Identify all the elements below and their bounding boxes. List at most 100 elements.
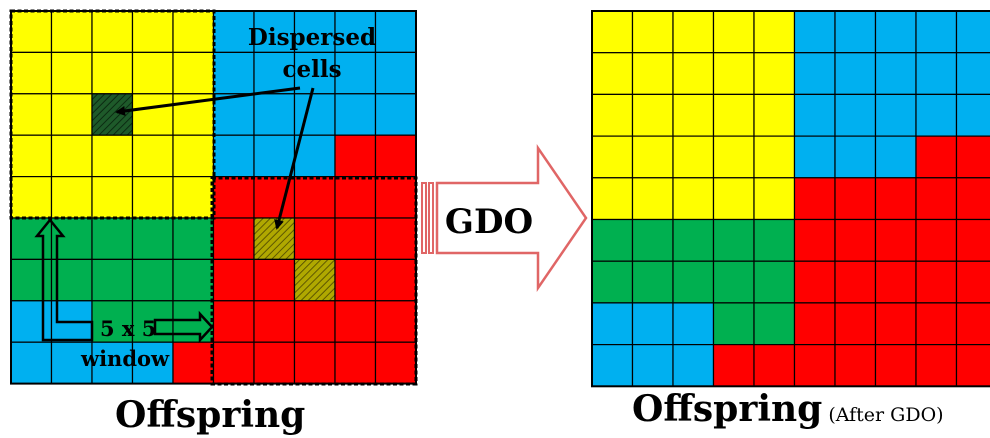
grid-cell-red — [753, 344, 796, 387]
grid-cell-red — [955, 344, 990, 387]
grid-cell-blue — [793, 52, 836, 96]
grid-cell-red — [955, 218, 990, 262]
grid-cell-blue — [955, 93, 990, 137]
grid-cell-red — [172, 341, 215, 385]
grid-cell-yellow — [712, 135, 755, 179]
grid-cell-yellow — [753, 177, 796, 221]
grid-cell-yellow — [50, 134, 93, 178]
grid-cell-red — [374, 341, 417, 385]
offspring-after-gdo-grid — [591, 10, 990, 388]
grid-cell-red — [212, 217, 255, 261]
grid-cell-red — [955, 135, 990, 179]
grid-cell-green — [712, 302, 755, 346]
grid-cell-green — [753, 302, 796, 346]
grid-cell-yellow — [10, 51, 53, 95]
grid-cell-red — [253, 341, 296, 385]
grid-cell-red — [874, 177, 917, 221]
grid-cell-blue — [874, 52, 917, 96]
grid-cell-red — [212, 176, 255, 219]
window-outline-red — [210, 176, 418, 386]
grid-cell-blue — [793, 93, 836, 137]
grid-cell-red — [293, 341, 336, 385]
grid-cell-red — [334, 134, 377, 178]
grid-cell-yellow — [672, 93, 715, 137]
grid-cell-green — [131, 300, 174, 343]
grid-cell-blue — [374, 93, 417, 136]
dispersed-arrow-to-green — [115, 86, 301, 116]
grid-cell-blue — [955, 10, 990, 54]
grid-cell-blue — [874, 93, 917, 137]
grid-cell-blue — [131, 341, 174, 385]
grid-cell-blue — [253, 134, 296, 178]
dispersed-cell — [293, 258, 336, 302]
grid-cell-green — [591, 260, 634, 304]
grid-cell-red — [874, 260, 917, 304]
grid-cell-green — [672, 218, 715, 262]
grid-cell-yellow — [10, 10, 53, 54]
grid-cell-red — [334, 176, 377, 219]
window-outline-yellow — [9, 9, 216, 220]
grid-cell-blue — [834, 10, 877, 54]
grid-cell-red — [834, 344, 877, 387]
grid-cell-yellow — [131, 10, 174, 54]
caption-offspring-after-gdo: Offspring (After GDO) — [632, 388, 944, 430]
grid-cell-yellow — [712, 10, 755, 54]
grid-cell-yellow — [753, 135, 796, 179]
grid-cell-red — [874, 302, 917, 346]
grid-cell-blue — [293, 10, 336, 54]
grid-cell-yellow — [591, 52, 634, 96]
grid-cell-yellow — [172, 10, 215, 54]
grid-cell-yellow — [131, 93, 174, 136]
grid-cell-red — [955, 260, 990, 304]
grid-cell-green — [91, 258, 134, 302]
grid-cell-green — [131, 258, 174, 302]
grid-cell-yellow — [631, 177, 674, 221]
grid-cell-red — [793, 302, 836, 346]
grid-cell-blue — [915, 10, 958, 54]
grid-cell-yellow — [631, 135, 674, 179]
grid-cell-yellow — [753, 93, 796, 137]
grid-cell-yellow — [91, 10, 134, 54]
grid-cell-red — [915, 177, 958, 221]
grid-cell-yellow — [712, 52, 755, 96]
grid-cell-red — [374, 258, 417, 302]
caption-offspring: Offspring — [115, 394, 306, 436]
grid-cell-blue — [212, 51, 255, 95]
grid-cell-blue — [10, 341, 53, 385]
offspring-grid — [10, 10, 417, 385]
grid-cell-yellow — [91, 51, 134, 95]
caption-right-main: Offspring — [632, 388, 823, 430]
grid-cell-blue — [334, 93, 377, 136]
grid-cell-yellow — [672, 177, 715, 221]
grid-cell-green — [631, 260, 674, 304]
grid-cell-blue — [212, 134, 255, 178]
gdo-arrow-stripe-2 — [428, 182, 434, 254]
gdo-label: GDO — [445, 202, 533, 242]
caption-right-subtitle: (After GDO) — [828, 404, 944, 426]
grid-cell-yellow — [753, 10, 796, 54]
grid-cell-red — [374, 217, 417, 261]
grid-cell-yellow — [672, 135, 715, 179]
grid-cell-yellow — [91, 134, 134, 178]
grid-cell-blue — [915, 93, 958, 137]
grid-cell-red — [212, 341, 255, 385]
grid-cell-yellow — [10, 134, 53, 178]
grid-cell-yellow — [591, 135, 634, 179]
grid-cell-blue — [50, 341, 93, 385]
window-label-line2: window — [80, 346, 170, 371]
grid-cell-red — [253, 300, 296, 343]
grid-cell-yellow — [10, 93, 53, 136]
grid-cell-red — [374, 300, 417, 343]
grid-cell-red — [374, 176, 417, 219]
grid-cell-blue — [253, 93, 296, 136]
grid-cell-red — [874, 218, 917, 262]
grid-cell-red — [915, 344, 958, 387]
grid-cell-yellow — [631, 93, 674, 137]
grid-cell-blue — [591, 344, 634, 387]
window-label-line1: 5 x 5 — [100, 316, 156, 341]
grid-cell-yellow — [50, 93, 93, 136]
dispersed-cell — [91, 93, 134, 136]
grid-cell-yellow — [91, 176, 134, 219]
grid-cell-red — [793, 260, 836, 304]
grid-cell-yellow — [753, 52, 796, 96]
